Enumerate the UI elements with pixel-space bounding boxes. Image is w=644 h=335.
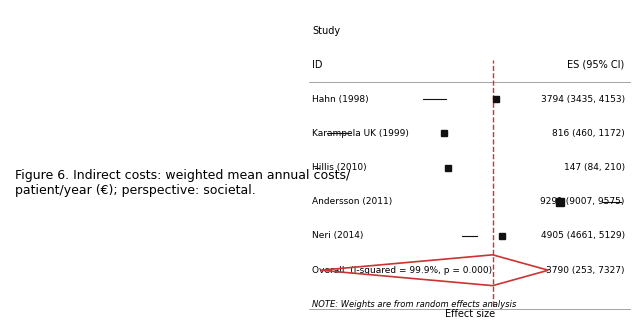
Text: ES (95% CI): ES (95% CI) [567, 60, 625, 70]
Text: 147 (84, 210): 147 (84, 210) [564, 163, 625, 172]
Text: 4905 (4661, 5129): 4905 (4661, 5129) [540, 231, 625, 241]
Text: ID: ID [312, 60, 323, 70]
Text: Hahn (1998): Hahn (1998) [312, 94, 369, 104]
Text: 9291 (9007, 9575): 9291 (9007, 9575) [540, 197, 625, 206]
Text: Study: Study [312, 25, 341, 36]
Text: Hillis (2010): Hillis (2010) [312, 163, 367, 172]
Text: Andersson (2011): Andersson (2011) [312, 197, 393, 206]
Text: 3794 (3435, 4153): 3794 (3435, 4153) [540, 94, 625, 104]
Text: Figure 6. Indirect costs: weighted mean annual costs/
patient/year (€); perspect: Figure 6. Indirect costs: weighted mean … [15, 169, 351, 197]
Text: 3790 (253, 7327): 3790 (253, 7327) [546, 266, 625, 275]
Text: Karampela UK (1999): Karampela UK (1999) [312, 129, 409, 138]
Text: 816 (460, 1172): 816 (460, 1172) [552, 129, 625, 138]
Text: Effect size: Effect size [445, 309, 495, 319]
Text: NOTE: Weights are from random effects analysis: NOTE: Weights are from random effects an… [312, 300, 516, 309]
Text: Neri (2014): Neri (2014) [312, 231, 364, 241]
Text: Overall  (I-squared = 99.9%, p = 0.000): Overall (I-squared = 99.9%, p = 0.000) [312, 266, 493, 275]
